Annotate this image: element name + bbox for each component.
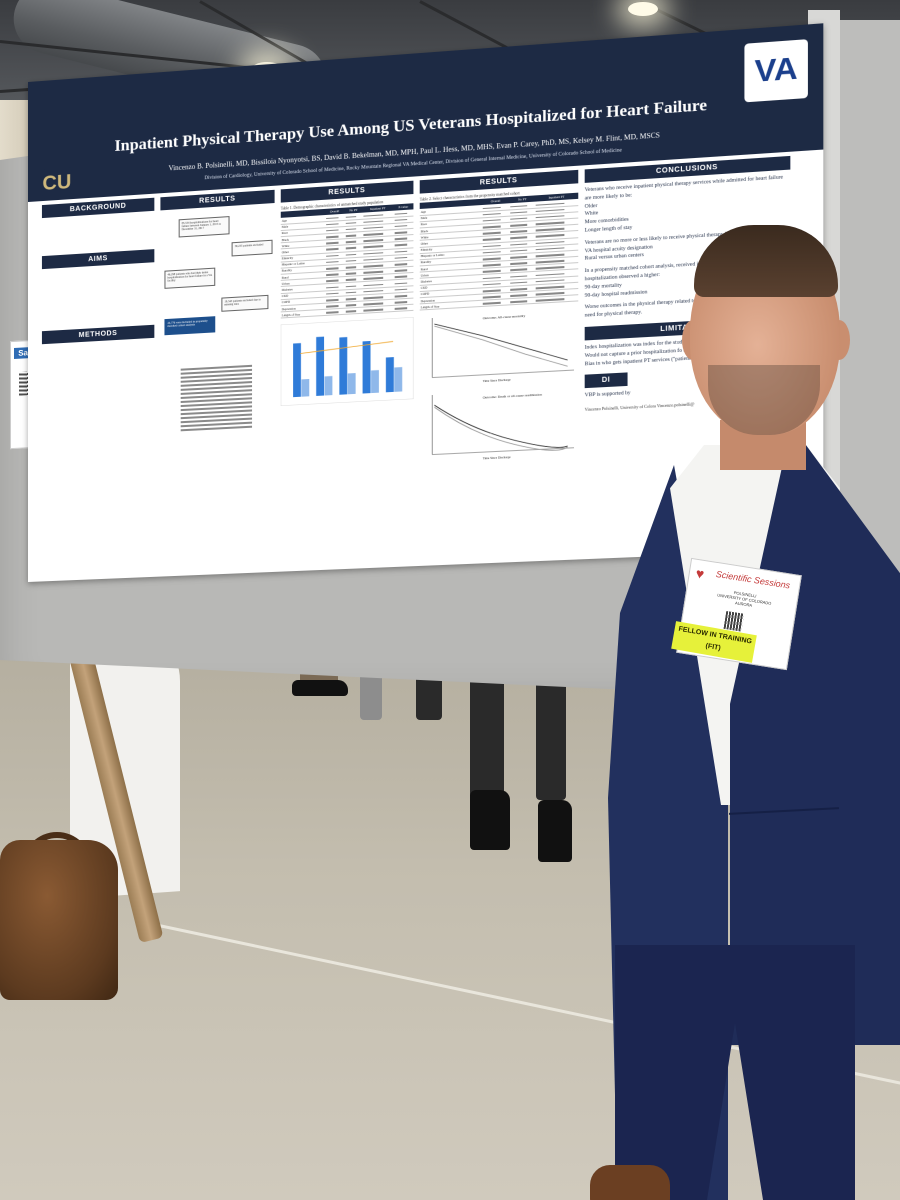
flow-box: 19,343 patients excluded due to missing … xyxy=(221,295,268,312)
column-results-1: RESULTS 85,534 hospitalizations for hear… xyxy=(160,190,274,447)
bar xyxy=(394,367,402,392)
brown-shoe xyxy=(590,1165,670,1200)
table-cell-blurred xyxy=(393,304,413,312)
table-cell-blurred xyxy=(510,297,535,305)
bar xyxy=(316,337,324,396)
flow-box-final: 24,776 were included in propensity match… xyxy=(164,316,215,335)
ceiling-lamp xyxy=(628,2,658,16)
qr-code-icon xyxy=(724,611,745,632)
bar xyxy=(386,357,394,392)
badge-event: Scientific Sessions xyxy=(715,569,791,591)
hbar-marks xyxy=(181,365,252,434)
curve-label: Outcome: All-cause mortality xyxy=(483,314,526,321)
cohort-flowchart: 85,534 hospitalizations for heart failur… xyxy=(160,207,274,366)
survival-line xyxy=(434,317,567,368)
bar xyxy=(339,337,347,395)
heart-logo-icon: ♥ xyxy=(695,566,713,582)
hair xyxy=(694,225,838,297)
survival-line xyxy=(434,401,567,457)
survival-line xyxy=(434,319,567,374)
flow-box: 46,298 patients who had their index hosp… xyxy=(164,268,215,289)
presenter xyxy=(590,225,900,1200)
column-results-2: RESULTS Table 1. Demographic characteris… xyxy=(281,181,414,412)
bar xyxy=(363,341,371,394)
person-leg xyxy=(536,680,566,800)
boot xyxy=(538,800,572,862)
shoe xyxy=(292,680,348,696)
table-cell-blurred xyxy=(535,295,578,304)
leather-bag xyxy=(0,840,118,1000)
flow-box: 85,534 hospitalizations for heart failur… xyxy=(179,216,230,237)
bar xyxy=(301,379,309,397)
suit-pants xyxy=(615,945,855,1200)
table-1: Overall No PT Inpatient PT P-value Age Ma… xyxy=(281,204,414,319)
curve-label: Outcome: Death or all-cause readmission xyxy=(483,393,543,400)
bar xyxy=(348,373,356,394)
table-cell-blurred xyxy=(345,307,363,314)
bar-chart xyxy=(281,317,414,406)
section-text xyxy=(42,342,154,498)
column-background: BACKGROUND AIMS METHODS xyxy=(42,198,154,499)
table-body: Age Male Race Black White Other Ethnicity Hispa… xyxy=(420,199,579,310)
table-body: Age Male Race Black White Other Ethnicity Hispa… xyxy=(281,210,414,319)
bar xyxy=(371,370,379,393)
cu-logo: CU xyxy=(42,167,72,199)
survival-curve-1: Outcome: All-cause mortality Time Since … xyxy=(420,306,579,387)
table-cell: Length of Stay xyxy=(281,310,325,319)
survival-line xyxy=(434,399,567,454)
table-cell-blurred xyxy=(362,306,393,314)
badge-holder: POLSINELLI UNIVERSITY OF COLORADO AURORA xyxy=(704,585,785,612)
va-logo: VA xyxy=(744,39,807,102)
survival-curve-2: Outcome: Death or all-cause readmission … xyxy=(420,384,579,464)
horizontal-bar-figure xyxy=(160,360,274,447)
boot xyxy=(470,790,510,850)
axis-line xyxy=(432,448,574,455)
x-axis-label: Time Since Discharge xyxy=(483,378,512,384)
table-cell-blurred xyxy=(482,299,510,307)
section-text xyxy=(42,266,154,331)
table-cell-blurred xyxy=(325,308,345,315)
bar xyxy=(325,376,333,395)
person-leg xyxy=(470,670,504,800)
table-2: Overall No PT Inpatient PT Age Male Race Bl… xyxy=(420,193,579,311)
jacket-pocket xyxy=(729,807,841,853)
column-results-3: RESULTS Table 2. Select characteristics … xyxy=(420,170,579,469)
bar xyxy=(293,343,301,397)
flow-box: 39,235 patients excluded xyxy=(232,240,273,257)
x-axis-label: Time Since Discharge xyxy=(483,455,512,460)
axis-line xyxy=(432,370,574,378)
